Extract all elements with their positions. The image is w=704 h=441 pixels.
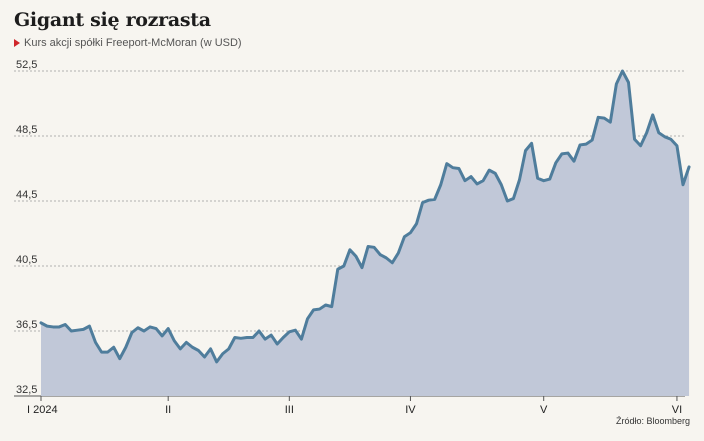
series-line — [39, 69, 691, 364]
x-tick-label: VI — [672, 404, 682, 416]
chart-title: Gigant się rozrasta — [14, 9, 211, 31]
y-tick-label: 52,5 — [16, 59, 37, 71]
source-note: Źródło: Bloomberg — [615, 416, 690, 426]
y-tick-label: 48,5 — [16, 124, 37, 136]
red-triangle-icon — [14, 39, 20, 47]
y-tick-label: 44,5 — [16, 189, 37, 201]
x-tick-label: IV — [405, 404, 416, 416]
x-tick-label: III — [285, 404, 294, 416]
y-tick-label: 36,5 — [16, 319, 37, 331]
y-tick-label: 32,5 — [16, 384, 37, 396]
x-tick-label: V — [540, 404, 548, 416]
chart-subtitle: Kurs akcji spółki Freeport-McMoran (w US… — [14, 37, 242, 49]
x-tick-label: I 2024 — [27, 404, 58, 416]
subtitle-text: Kurs akcji spółki Freeport-McMoran (w US… — [24, 37, 242, 49]
y-tick-label: 40,5 — [16, 254, 37, 266]
series-area — [41, 71, 690, 396]
x-tick-label: II — [165, 404, 171, 416]
